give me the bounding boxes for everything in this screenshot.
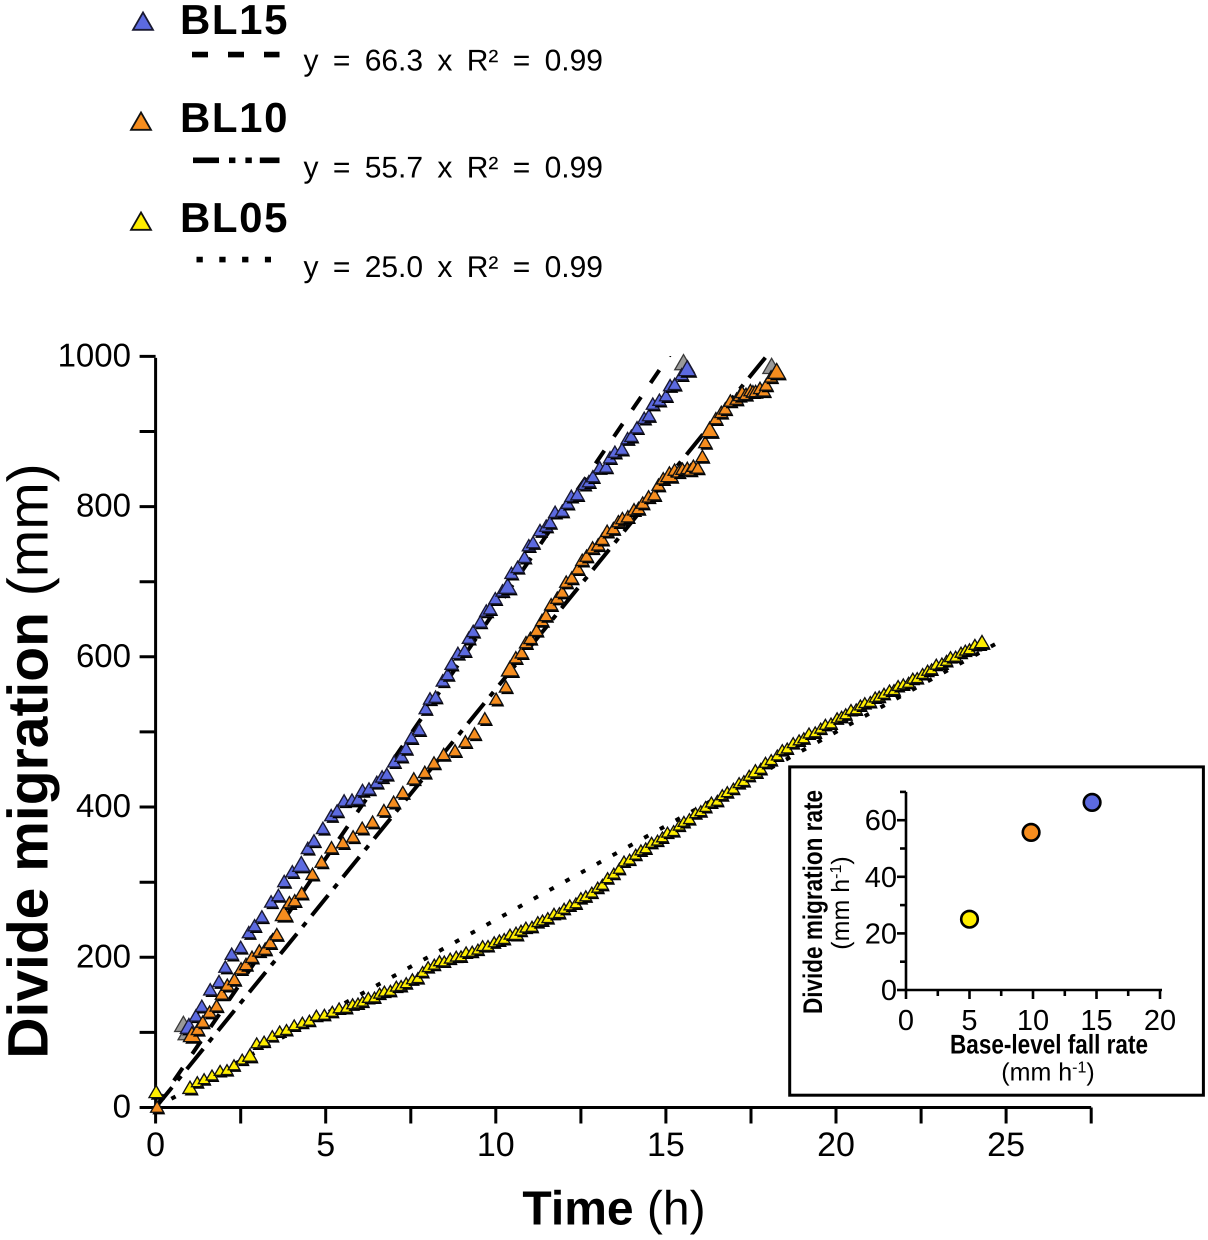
svg-text:BL15: BL15 xyxy=(180,0,289,43)
svg-text:Divide migration (mm): Divide migration (mm) xyxy=(0,463,60,1058)
svg-text:25: 25 xyxy=(987,1126,1025,1164)
svg-text:600: 600 xyxy=(76,637,131,674)
svg-text:5: 5 xyxy=(961,1005,977,1037)
svg-text:0: 0 xyxy=(898,1005,914,1037)
svg-text:Base-level fall rate: Base-level fall rate xyxy=(950,1030,1148,1060)
svg-text:10: 10 xyxy=(1017,1005,1049,1037)
svg-text:y = 25.0 x R² = 0.99: y = 25.0 x R² = 0.99 xyxy=(304,251,603,284)
svg-text:5: 5 xyxy=(316,1126,335,1164)
svg-text:y = 55.7 x R² = 0.99: y = 55.7 x R² = 0.99 xyxy=(304,152,603,185)
svg-text:y = 66.3 x R² = 0.99: y = 66.3 x R² = 0.99 xyxy=(304,45,603,78)
svg-text:0: 0 xyxy=(113,1088,131,1125)
svg-text:15: 15 xyxy=(1080,1005,1112,1037)
svg-text:200: 200 xyxy=(76,937,131,974)
svg-text:20: 20 xyxy=(865,918,897,950)
svg-text:BL05: BL05 xyxy=(180,194,289,241)
svg-text:1000: 1000 xyxy=(58,336,131,373)
svg-text:40: 40 xyxy=(865,862,897,894)
svg-text:20: 20 xyxy=(817,1126,855,1164)
svg-text:10: 10 xyxy=(477,1126,515,1164)
svg-text:20: 20 xyxy=(1144,1005,1176,1037)
svg-text:Time (h): Time (h) xyxy=(522,1183,705,1236)
svg-text:0: 0 xyxy=(146,1126,165,1164)
svg-text:0: 0 xyxy=(881,975,897,1007)
svg-text:BL10: BL10 xyxy=(180,94,289,141)
svg-text:400: 400 xyxy=(76,787,131,824)
svg-text:Divide migration rate: Divide migration rate xyxy=(798,790,828,1014)
svg-text:60: 60 xyxy=(865,805,897,837)
svg-text:800: 800 xyxy=(76,487,131,524)
svg-text:15: 15 xyxy=(647,1126,685,1164)
